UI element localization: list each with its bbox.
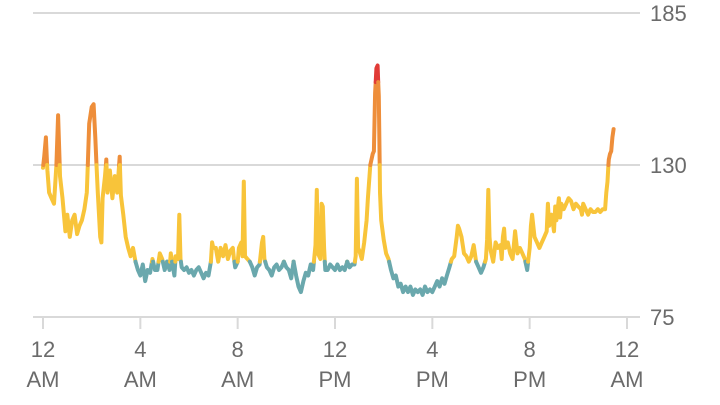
x-tick-label: 8 — [524, 337, 536, 362]
series-segment — [170, 259, 178, 278]
series-segment — [377, 163, 392, 264]
series-segment — [311, 187, 327, 264]
series-segment — [117, 154, 122, 167]
series-segment — [474, 259, 488, 275]
series-segment — [85, 102, 99, 167]
series-segment — [94, 163, 108, 245]
series-segment — [322, 259, 350, 272]
series-segment — [178, 259, 213, 281]
series-segment — [165, 259, 173, 272]
series-segment — [291, 259, 316, 295]
x-tick-label: PM — [319, 367, 352, 392]
series-segment — [247, 259, 262, 278]
series-segment — [373, 63, 381, 85]
x-tick-label: AM — [27, 367, 60, 392]
y-tick-label: 130 — [650, 153, 687, 178]
x-tick-label: PM — [416, 367, 449, 392]
series-segment — [263, 259, 286, 278]
x-tick-label: 12 — [615, 337, 639, 362]
series-segment — [117, 163, 138, 264]
y-tick-label: 185 — [650, 1, 687, 26]
series-segment — [133, 259, 154, 284]
series-segment — [208, 240, 237, 264]
x-tick-label: PM — [513, 367, 546, 392]
x-tick-label: 4 — [134, 337, 146, 362]
series-segment — [281, 259, 296, 281]
series-segment — [168, 251, 174, 264]
y-axis-ticks: 75 130 185 — [650, 1, 687, 330]
series-segment — [45, 163, 59, 206]
series-segment — [368, 80, 378, 167]
series-segment — [449, 223, 479, 264]
x-tick-label: AM — [124, 367, 157, 392]
series-segment — [352, 163, 373, 264]
series-segment — [232, 259, 240, 270]
x-tick-label: AM — [611, 367, 644, 392]
series-segment — [387, 259, 453, 297]
grid — [33, 12, 640, 318]
y-tick-label: 75 — [650, 305, 674, 330]
series-segment — [151, 259, 161, 272]
series-segment — [606, 127, 616, 167]
series-segment — [483, 187, 528, 264]
series-segment — [523, 259, 531, 272]
x-tick-label: 12 — [31, 337, 55, 362]
series-segment — [376, 80, 382, 167]
x-axis — [42, 318, 628, 329]
x-tick-label: AM — [221, 367, 254, 392]
series-line — [41, 63, 616, 297]
series-segment — [173, 212, 183, 264]
series-segment — [526, 163, 611, 264]
series-segment — [235, 179, 252, 264]
x-axis-ticks: 12 AM 4 AM 8 AM 12 PM 4 PM 8 PM 12 AM — [27, 337, 644, 392]
series-segment — [54, 113, 62, 167]
series-segment — [104, 163, 122, 201]
x-tick-label: 12 — [323, 337, 347, 362]
series-segment — [345, 259, 357, 270]
series-segment — [41, 135, 50, 167]
series-segment — [257, 234, 268, 264]
series-segment — [57, 163, 90, 239]
x-tick-label: 4 — [426, 337, 438, 362]
x-tick-label: 8 — [232, 337, 244, 362]
